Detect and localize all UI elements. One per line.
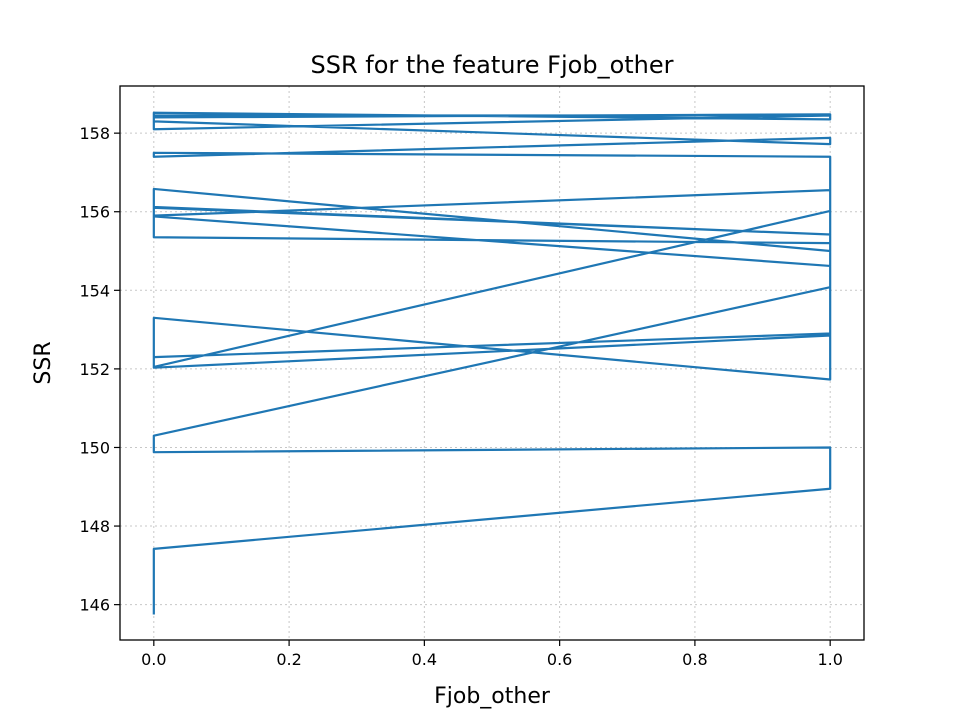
y-tick-label: 158 xyxy=(79,124,110,143)
series-layer xyxy=(152,111,832,615)
y-axis: 146 148 150 152 154 156 158 xyxy=(79,124,120,615)
y-axis-label: SSR xyxy=(31,341,56,384)
x-tick-label: 1.0 xyxy=(817,650,842,669)
x-tick-label: 0.4 xyxy=(412,650,437,669)
plot-frame xyxy=(119,85,865,641)
y-tick-label: 154 xyxy=(79,281,110,300)
x-axis-label: Fjob_other xyxy=(434,684,551,709)
y-tick-label: 152 xyxy=(79,360,110,379)
x-axis: 0.0 0.2 0.4 0.6 0.8 1.0 xyxy=(141,640,843,669)
x-tick-label: 0.8 xyxy=(682,650,707,669)
x-tick-label: 0.6 xyxy=(547,650,572,669)
y-tick-label: 156 xyxy=(79,203,110,222)
y-tick-label: 146 xyxy=(79,596,110,615)
series-line xyxy=(152,111,832,615)
x-tick-label: 0.0 xyxy=(141,650,166,669)
chart-title: SSR for the feature Fjob_other xyxy=(310,51,673,79)
y-tick-label: 148 xyxy=(79,517,110,536)
x-tick-label: 0.2 xyxy=(276,650,301,669)
y-tick-label: 150 xyxy=(79,438,110,457)
